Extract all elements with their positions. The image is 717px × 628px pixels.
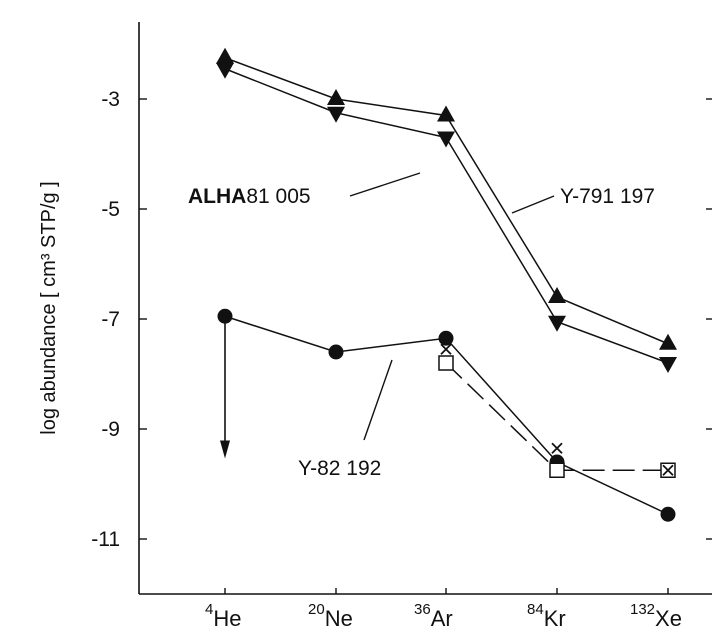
annotation-y82192: Y-82 192 bbox=[298, 457, 381, 480]
x-category-mass: 84 bbox=[527, 601, 544, 618]
x-category-element: He bbox=[213, 606, 241, 628]
marker-circle-2 bbox=[438, 330, 454, 346]
marker-triangle-up-0 bbox=[216, 47, 234, 64]
marker-circle-0 bbox=[217, 308, 233, 324]
upper-limit-arrow-head bbox=[220, 440, 230, 459]
x-category-label-kr: 84Kr bbox=[527, 601, 566, 628]
x-category-element: Ne bbox=[325, 606, 353, 628]
data-markers bbox=[216, 47, 677, 522]
marker-triangle-down-2 bbox=[437, 131, 455, 148]
marker-triangle-up-2 bbox=[437, 105, 455, 122]
marker-cross-1 bbox=[551, 442, 563, 454]
annotation-alha81005: ALHA81 005 bbox=[188, 185, 311, 208]
y-axis-label: log abundance [ cm³ STP/g ] bbox=[38, 181, 60, 434]
annotation-leader-lines bbox=[349, 172, 555, 441]
upper-limit-arrow bbox=[220, 322, 230, 459]
marker-open-square-1 bbox=[549, 462, 565, 478]
y-tick-label-3: -9 bbox=[101, 418, 120, 441]
alha-leader-line bbox=[349, 172, 421, 197]
annotation-alha-number: 81 005 bbox=[246, 185, 310, 208]
x-category-mass: 132 bbox=[630, 601, 655, 618]
x-category-element: Xe bbox=[655, 606, 682, 628]
marker-circle-1 bbox=[328, 344, 344, 360]
x-category-labels: 4He 20Ne 36Ar 84Kr 132Xe bbox=[205, 601, 682, 628]
y-tick-label-2: -7 bbox=[101, 308, 120, 331]
series-line-open-square bbox=[445, 362, 668, 471]
marker-triangle-down-3 bbox=[548, 315, 566, 332]
marker-triangle-up-3 bbox=[548, 287, 566, 303]
x-category-label-he: 4He bbox=[205, 601, 241, 628]
marker-triangle-down-4 bbox=[659, 357, 677, 373]
x-category-mass: 20 bbox=[308, 601, 325, 618]
x-category-mass: 36 bbox=[414, 601, 431, 618]
marker-triangle-down-1 bbox=[327, 106, 345, 123]
marker-cross-2 bbox=[662, 464, 674, 476]
x-category-label-ne: 20Ne bbox=[308, 601, 353, 628]
x-category-element: Ar bbox=[431, 606, 453, 628]
x-category-element: Kr bbox=[544, 606, 566, 628]
y82192-leader-line bbox=[363, 359, 393, 441]
x-category-label-ar: 36Ar bbox=[414, 601, 453, 628]
marker-open-square-0 bbox=[438, 355, 454, 371]
x-category-label-xe: 132Xe bbox=[630, 601, 682, 628]
series-lines bbox=[224, 57, 669, 515]
x-category-mass: 4 bbox=[205, 601, 213, 618]
series-line-circle bbox=[224, 315, 669, 515]
y-tick-label-0: -3 bbox=[101, 88, 120, 111]
marker-triangle-up-1 bbox=[327, 89, 345, 105]
marker-triangle-up-4 bbox=[659, 333, 677, 350]
marker-triangle-down-0 bbox=[216, 62, 234, 79]
marker-circle-4 bbox=[660, 506, 676, 522]
marker-cross-0 bbox=[440, 343, 452, 355]
y791197-leader-line bbox=[511, 195, 555, 214]
y-tick-label-1: -5 bbox=[101, 198, 120, 221]
axis-ticks: -3 -5 -7 -9 -11 bbox=[91, 88, 712, 594]
annotation-y791197: Y-791 197 bbox=[560, 185, 655, 208]
y-tick-label-4: -11 bbox=[91, 528, 120, 551]
annotation-alha-bold: ALHA bbox=[188, 185, 246, 208]
